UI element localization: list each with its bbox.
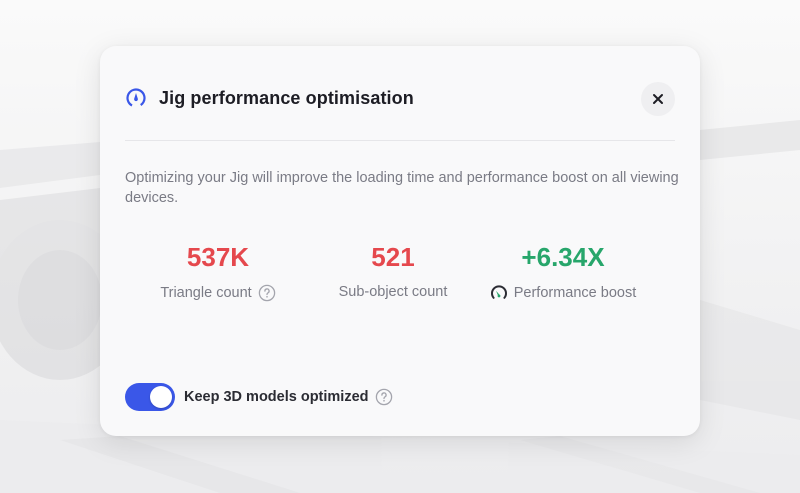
toggle-label: Keep 3D models optimized — [184, 389, 369, 405]
question-circle-icon[interactable] — [375, 388, 393, 406]
keep-optimized-row: Keep 3D models optimized — [125, 383, 393, 411]
stat-label: Sub-object count — [338, 284, 448, 300]
stat-value: +6.34X — [521, 242, 605, 272]
stats-row: 537K Triangle count 521 Sub-object count… — [125, 240, 685, 320]
keep-optimized-toggle[interactable] — [125, 383, 175, 411]
question-circle-icon[interactable] — [258, 284, 276, 302]
dialog-title: Jig performance optimisation — [159, 87, 414, 108]
dialog-description: Optimizing your Jig will improve the loa… — [125, 170, 679, 206]
stat-value: 537K — [186, 242, 250, 272]
toggle-knob — [150, 386, 172, 408]
optimisation-dialog: Jig performance optimisation Optimizing … — [100, 46, 700, 436]
stat-performance-boost: +6.34X Performance boost — [477, 240, 649, 307]
close-icon — [652, 93, 664, 105]
stat-triangle-count: 537K Triangle count — [150, 240, 286, 302]
stat-label: Triangle count — [160, 285, 252, 301]
stat-value: 521 — [371, 242, 415, 272]
stat-sub-object-count: 521 Sub-object count — [325, 240, 461, 301]
header-divider — [125, 140, 675, 141]
stat-label: Performance boost — [513, 285, 637, 301]
dialog-header: Jig performance optimisation — [125, 78, 675, 118]
speedometer-icon — [125, 87, 147, 109]
gauge-icon — [490, 284, 508, 302]
close-button[interactable] — [641, 82, 675, 116]
